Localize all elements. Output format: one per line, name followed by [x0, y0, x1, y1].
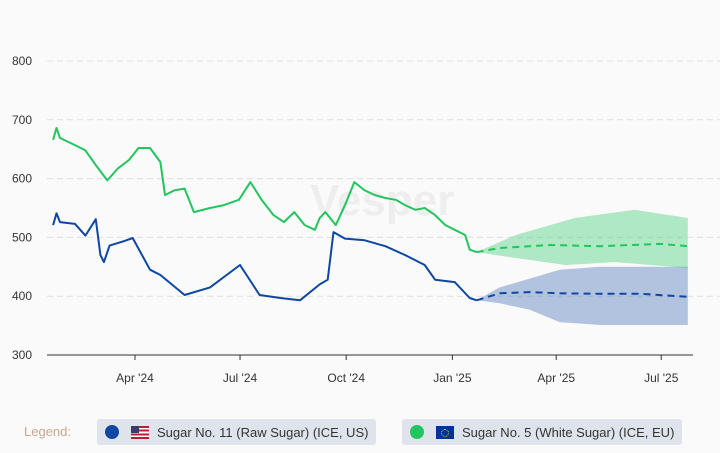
us-flag-icon	[131, 425, 149, 439]
x-tick-label: Jul '25	[644, 371, 679, 385]
x-tick-label: Apr '24	[116, 371, 154, 385]
forecast-band	[476, 209, 688, 268]
y-tick-label: 400	[12, 289, 32, 303]
x-tick-label: Jan '25	[433, 371, 472, 385]
y-tick-label: 700	[12, 113, 32, 127]
legend-item-white-sugar[interactable]: Sugar No. 5 (White Sugar) (ICE, EU)	[402, 419, 683, 445]
y-tick-label: 300	[12, 348, 32, 362]
chart: Vesper 300 400 500 600 700 800 Apr '24 Jul '24 O…	[12, 54, 720, 385]
watermark: Vesper	[310, 176, 454, 225]
x-tick-label: Apr '25	[537, 371, 575, 385]
series-dot-icon	[410, 425, 424, 439]
legend-item-label: Sugar No. 5 (White Sugar) (ICE, EU)	[462, 424, 675, 440]
series-line	[52, 212, 477, 302]
legend-item-raw-sugar[interactable]: Sugar No. 11 (Raw Sugar) (ICE, US)	[97, 419, 377, 445]
eu-flag-icon	[436, 425, 454, 439]
legend-label: Legend:	[24, 424, 71, 439]
y-tick-label: 500	[12, 230, 32, 244]
series-line	[52, 127, 477, 254]
forecast-line	[476, 291, 688, 302]
x-tick-label: Oct '24	[327, 371, 365, 385]
legend: Legend: Sugar No. 11 (Raw Sugar) (ICE, U…	[0, 419, 720, 445]
x-tick-label: Jul '24	[223, 371, 258, 385]
y-tick-label: 800	[12, 54, 32, 68]
forecast-line	[476, 242, 688, 254]
series-dot-icon	[105, 425, 119, 439]
y-tick-label: 600	[12, 172, 32, 186]
forecast-band	[476, 266, 688, 325]
legend-item-label: Sugar No. 11 (Raw Sugar) (ICE, US)	[157, 424, 369, 440]
